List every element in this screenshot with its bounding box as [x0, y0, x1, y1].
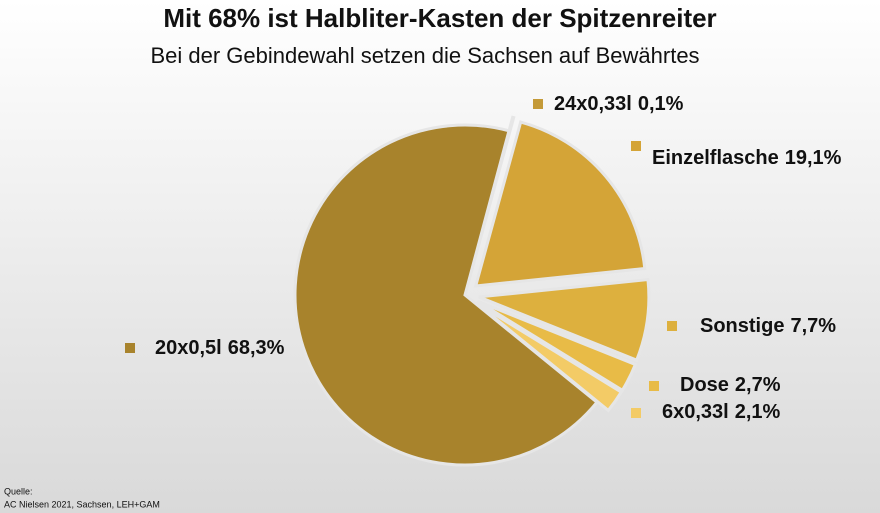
category-label: Dose	[680, 374, 729, 396]
category-label: 24x0,33l	[554, 93, 632, 115]
value-label: 2,7%	[735, 374, 781, 396]
legend-marker	[533, 99, 543, 109]
slice-label: 6x0,33l 2,1%	[662, 401, 781, 423]
source: Quelle:	[4, 486, 33, 496]
pie-slice	[478, 277, 651, 363]
chart-subtitle: Bei der Gebindewahl setzen die Sachsen a…	[150, 43, 699, 68]
category-label: Sonstige	[700, 315, 784, 337]
pie-slice	[476, 299, 638, 393]
value-label: 19,1%	[785, 147, 842, 169]
legend-marker	[649, 381, 659, 391]
category-label: Einzelflasche	[652, 147, 779, 169]
legend-marker	[631, 408, 641, 418]
legend-marker	[631, 141, 641, 151]
slice-label: Dose 2,7%	[680, 374, 781, 396]
value-label: 0,1%	[638, 93, 684, 115]
category-label: 20x0,5l	[155, 337, 222, 359]
pie-slice	[293, 123, 600, 467]
value-label: 7,7%	[790, 315, 836, 337]
pie-slice	[475, 301, 624, 413]
pie-slice	[473, 120, 647, 288]
slice-label: 20x0,5l 68,3%	[155, 337, 285, 359]
source: AC Nielsen 2021, Sachsen, LEH+GAM	[4, 499, 160, 509]
slice-label: Einzelflasche 19,1%	[652, 147, 842, 169]
slice-label: Sonstige 7,7%	[700, 315, 836, 337]
chart-title: Mit 68% ist Halbliter-Kasten der Spitzen…	[163, 3, 716, 33]
legend-marker	[125, 343, 135, 353]
slice-label: 24x0,33l 0,1%	[554, 93, 684, 115]
value-label: 2,1%	[735, 401, 781, 423]
pie	[293, 115, 651, 467]
legend-marker	[667, 321, 677, 331]
value-label: 68,3%	[228, 337, 285, 359]
category-label: 6x0,33l	[662, 401, 729, 423]
